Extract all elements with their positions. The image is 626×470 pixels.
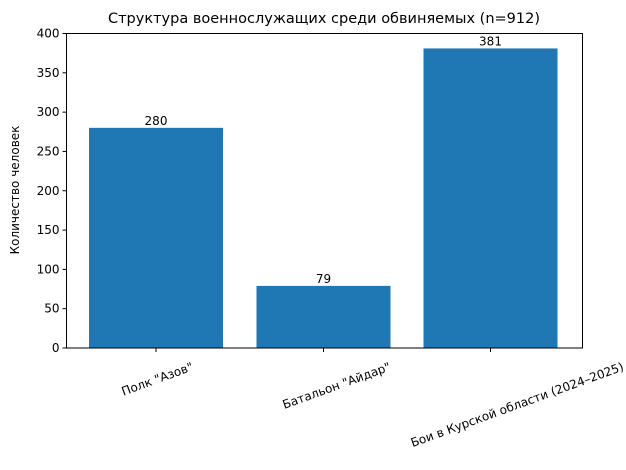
bar-value-label: 381: [479, 34, 502, 48]
x-axis-ticks: Полк "Азов" Батальон "Айдар" Бои в Курской…: [120, 348, 626, 450]
y-tick-label: 150: [37, 223, 60, 237]
y-tick-label: 250: [37, 144, 60, 158]
y-tick-label: 50: [44, 302, 59, 316]
x-tick-label: Полк "Азов": [120, 360, 195, 399]
chart-title: Структура военнослужащих среди обвиняемы…: [108, 11, 540, 27]
y-tick-label: 100: [37, 262, 60, 276]
plot-frame: [66, 33, 583, 349]
bar: [89, 127, 223, 348]
y-tick-label: 0: [52, 341, 60, 355]
y-tick-label: 300: [37, 105, 60, 119]
x-tick-label: Бои в Курской области (2024–2025): [409, 360, 626, 450]
bars: 280 79 381: [89, 34, 558, 348]
y-axis-ticks: 0 50 100 150 200 250 300 350 400: [37, 27, 67, 355]
bar: [423, 48, 558, 348]
bar-value-label: 79: [316, 272, 331, 286]
y-axis-label: Количество человек: [8, 126, 22, 255]
x-tick-label: Батальон "Айдар": [281, 360, 393, 412]
bar-value-label: 280: [145, 114, 168, 128]
y-tick-label: 400: [37, 27, 60, 41]
y-tick-label: 200: [37, 184, 60, 198]
bar: [256, 285, 391, 348]
y-tick-label: 350: [37, 66, 60, 80]
